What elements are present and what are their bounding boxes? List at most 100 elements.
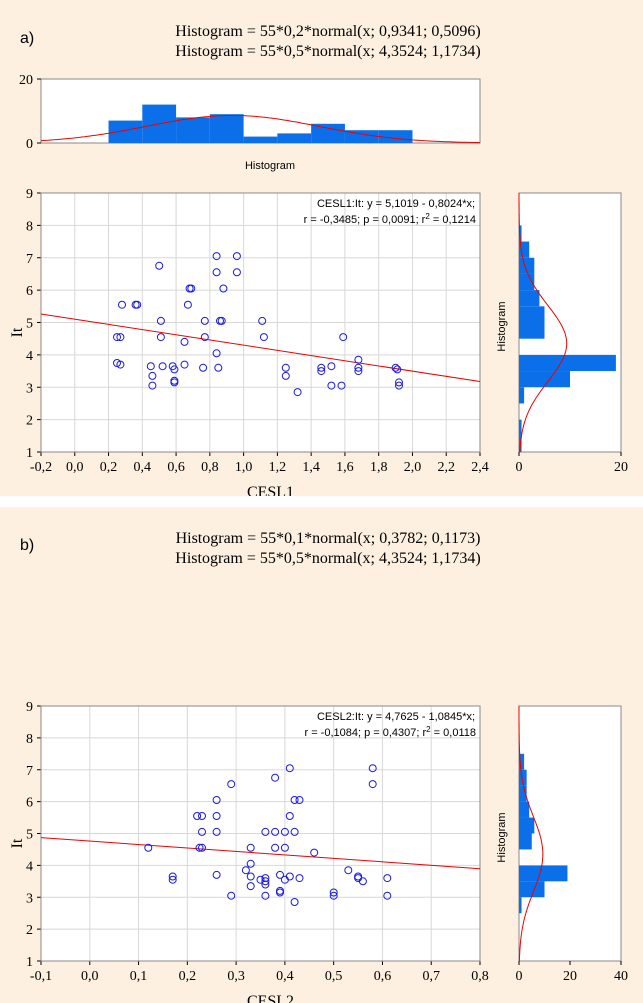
chartb-data-point <box>295 874 304 883</box>
chartb-panel-label: b) <box>20 537 34 554</box>
charta-xtick-label: 0,4 <box>134 460 152 475</box>
chartb-data-point <box>280 843 289 852</box>
charta-y-axis-label: It <box>9 327 26 337</box>
charta-data-point <box>212 252 221 261</box>
chartb-side-hist-label: Histogram <box>496 812 508 862</box>
chartb-xtick-label: -0,1 <box>30 969 52 984</box>
charta-regression-line <box>40 313 481 383</box>
chartb-data-point <box>290 796 299 804</box>
charta-top-hist-bar <box>108 120 143 143</box>
chartb-xtick-label: 0,8 <box>471 969 489 984</box>
chartb-data-point <box>198 843 206 852</box>
charta-plot-frame <box>40 192 481 453</box>
chartb-data-point <box>227 891 236 900</box>
chartb-x-axis-label: CESL2 <box>247 993 294 1003</box>
chartb-xtick-label: 0,4 <box>276 969 294 984</box>
chartb-regression-stats: r = -0,1084; p = 0,4307; r2 = 0,0118 <box>304 725 476 739</box>
chartb-side-hist-normal-curve <box>518 706 544 961</box>
chartb-xtick-label: 0,2 <box>179 969 197 984</box>
charta-top-hist-bar <box>243 136 278 143</box>
chartb-xtick-label: 0,5 <box>325 969 343 984</box>
chartb-data-point <box>212 796 221 804</box>
charta-data-point <box>156 316 165 325</box>
chartb-data-point <box>168 872 177 881</box>
charta-ytick-label: 2 <box>26 414 33 429</box>
chartb-data-point <box>295 796 304 804</box>
chartb-ytick-label: 7 <box>26 764 33 779</box>
charta-side-hist-xtick-label: 20 <box>614 460 628 475</box>
charta-top-hist-normal-curve <box>40 114 481 144</box>
charta-data-point <box>354 367 363 376</box>
charta-data-point <box>148 371 157 380</box>
charta-xtick-label: 1,0 <box>235 460 253 475</box>
charta-top-hist-label: Histogram <box>245 160 295 172</box>
chartb-ytick-label: 1 <box>26 955 33 970</box>
charta-data-point <box>217 316 226 325</box>
charta-data-point <box>148 381 157 390</box>
chartb-data-point <box>285 812 294 820</box>
charta-top-hist-bar <box>344 130 379 143</box>
charta-top-hist-bar <box>176 117 210 143</box>
chartb-data-point <box>271 843 280 852</box>
chartb-data-point <box>246 872 255 881</box>
chartb-regression-equation: CESL2:It: y = 4,7625 - 1,0845*x; <box>317 711 475 723</box>
chart-b-svg: b) Histogram = 55*0,1*normal(x; 0,3782; 0… <box>9 530 628 1003</box>
charta-data-point <box>259 333 268 342</box>
charta-regression-stats-prefix: r = -0,3485; p = 0,0091; r <box>304 214 426 226</box>
chartb-data-point <box>310 848 319 857</box>
charta-data-point <box>393 365 402 374</box>
charta-data-point <box>200 316 209 325</box>
charta-side-hist-bar <box>519 322 545 339</box>
chart-a-svg: a) Histogram = 55*0,2*normal(x; 0,9341; 0… <box>9 23 628 496</box>
charta-data-point <box>354 363 363 372</box>
chartb-regression-stats-prefix: r = -0,1084; p = 0,4307; r <box>304 727 426 739</box>
chartb-data-point <box>256 875 265 884</box>
charta-top-hist-ytick-label: 20 <box>19 73 33 88</box>
charta-data-point <box>146 362 155 371</box>
chartb-data-point <box>261 877 270 886</box>
charta-data-point <box>180 337 189 346</box>
chartb-xtick-label: 0,6 <box>374 969 392 984</box>
charta-data-point <box>281 363 290 372</box>
chartb-plot-frame <box>40 705 481 962</box>
chartb-side-hist-bar <box>519 833 532 850</box>
charta-data-point <box>212 268 221 277</box>
charta-xtick-label: 0,6 <box>167 460 185 475</box>
chartb-data-point <box>368 764 377 773</box>
chartb-data-point <box>290 898 299 906</box>
chartb-data-point <box>261 891 270 900</box>
charta-side-hist-bar <box>519 419 522 436</box>
chartb-data-point <box>271 773 280 782</box>
charta-side-hist-xtick-label: 0 <box>516 460 523 475</box>
charta-top-hist-bar <box>378 130 413 143</box>
chartb-ytick-label: 2 <box>26 923 33 938</box>
chartb-title-line: Histogram = 55*0,1*normal(x; 0,3782; 0,1… <box>176 530 481 547</box>
charta-title-line: Histogram = 55*0,5*normal(x; 4,3524; 1,1… <box>175 43 480 60</box>
charta-data-point <box>293 388 302 397</box>
chartb-ytick-label: 9 <box>26 700 33 715</box>
chartb-side-hist-bar <box>519 817 535 834</box>
chartb-data-point <box>193 812 202 820</box>
chartb-side-hist-bar <box>519 753 525 770</box>
charta-side-hist-bar <box>519 306 545 323</box>
chartb-regression-line <box>40 837 481 870</box>
chartb-side-hist-xtick-label: 0 <box>516 969 523 984</box>
chartb-data-point <box>344 866 353 875</box>
chartb-data-point <box>383 891 392 900</box>
charta-regression-stats: r = -0,3485; p = 0,0091; r2 = 0,1214 <box>304 212 476 226</box>
chartb-data-point <box>271 827 280 836</box>
charta-data-point <box>258 316 267 325</box>
charta-data-point <box>327 362 336 371</box>
charta-data-point <box>170 365 179 374</box>
charta-ytick-label: 9 <box>26 187 33 202</box>
charta-ytick-label: 1 <box>26 446 33 461</box>
charta-data-point <box>232 252 241 261</box>
charta-side-hist-bar <box>519 354 616 372</box>
charta-data-point <box>133 300 142 309</box>
charta-data-point <box>214 363 223 372</box>
charta-data-point <box>317 367 326 376</box>
chartb-data-point <box>241 866 250 875</box>
chartb-data-point <box>261 827 270 836</box>
chartb-data-point <box>276 870 284 879</box>
chartb-data-point <box>329 891 338 900</box>
